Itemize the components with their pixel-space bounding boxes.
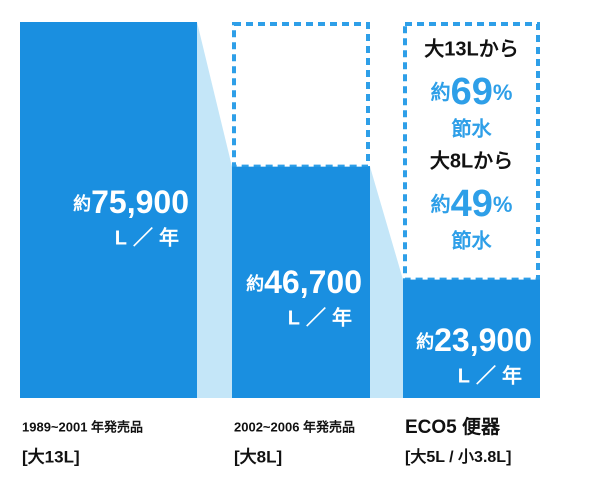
x-tick-sublabel: [大5L / 小3.8L]	[405, 447, 511, 466]
annotation-prefix: 約	[431, 80, 451, 104]
value-text: 75,900	[91, 184, 189, 220]
value-label: 約23,900	[416, 322, 532, 358]
savings-outline	[403, 22, 540, 282]
unit-label: L／年	[115, 225, 185, 249]
value-label: 約46,700	[246, 264, 362, 300]
bar	[20, 22, 197, 398]
annotation-prefix: 約	[431, 192, 451, 216]
annotation-suffix: 節水	[452, 228, 493, 252]
x-tick-label: ECO5 便器	[405, 416, 501, 438]
annotation-unit: %	[493, 80, 513, 105]
annotation-number: 69	[451, 71, 493, 113]
savings-outline	[232, 22, 370, 169]
bar	[232, 166, 370, 398]
connector	[197, 22, 232, 398]
value-label: 約75,900	[73, 184, 189, 220]
unit-label: L／年	[288, 305, 358, 329]
label-prefix: 約	[416, 331, 434, 352]
x-tick-label: 2002~2006 年発売品	[234, 419, 355, 434]
value-text: 46,700	[264, 264, 362, 300]
x-tick-label: 1989~2001 年発売品	[22, 419, 143, 434]
value-text: 23,900	[434, 322, 532, 358]
annotation-value: 約49%	[431, 183, 513, 225]
bar	[403, 279, 540, 398]
annotation-unit: %	[493, 192, 513, 217]
x-tick-sublabel: [大8L]	[234, 446, 282, 466]
annotation-from: 大13Lから	[424, 37, 518, 60]
annotation-from: 大8Lから	[430, 149, 513, 172]
x-tick-sublabel: [大13L]	[22, 446, 80, 466]
connector	[370, 166, 403, 398]
unit-label: L／年	[458, 363, 528, 387]
annotation-suffix: 節水	[452, 116, 493, 140]
annotation-number: 49	[451, 183, 493, 225]
label-prefix: 約	[73, 193, 91, 214]
annotation-value: 約69%	[431, 71, 513, 113]
label-prefix: 約	[246, 273, 264, 294]
